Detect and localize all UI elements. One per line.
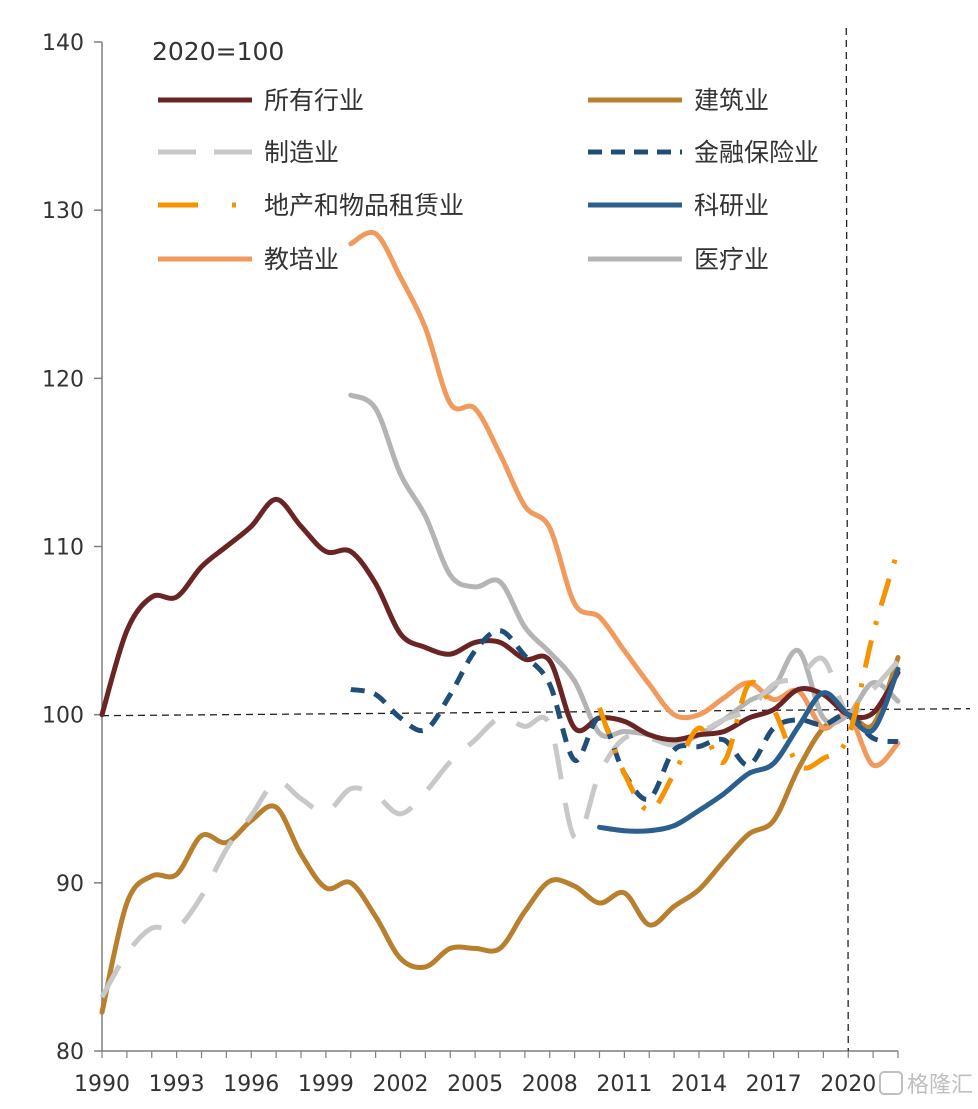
y-tick-label: 120 (42, 367, 84, 392)
series-line-2 (99, 655, 901, 1015)
x-tick-label: 1996 (223, 1072, 279, 1097)
series-lines (99, 229, 901, 1015)
legend-label: 科研业 (694, 191, 769, 220)
x-tick-label: 2020 (820, 1072, 876, 1097)
legend-item-2: 建筑业 (588, 86, 769, 115)
base-year-note: 2020=100 (152, 37, 284, 66)
watermark: 格隆汇 (879, 1071, 973, 1098)
y-tick-label: 90 (56, 872, 84, 897)
legend-item-7: 教培业 (158, 245, 339, 274)
legend-item-3: 制造业 (158, 138, 339, 167)
series-line-1 (99, 496, 901, 743)
y-tick-label: 130 (42, 199, 84, 224)
series-line-3 (99, 655, 900, 999)
series-line-7 (348, 229, 901, 769)
y-tick-label: 110 (42, 536, 84, 561)
watermark-logo-icon (879, 1071, 903, 1095)
y-tick-label: 140 (42, 31, 84, 56)
legend-label: 所有行业 (264, 86, 364, 115)
watermark-text: 格隆汇 (907, 1073, 973, 1098)
x-tick-label: 2017 (746, 1072, 802, 1097)
y-tick-label: 80 (56, 1040, 84, 1065)
legend-item-4: 金融保险业 (588, 138, 819, 167)
x-tick-label: 2005 (447, 1072, 503, 1097)
x-tick-label: 2011 (596, 1072, 652, 1097)
x-tick-label: 2002 (373, 1072, 429, 1097)
legend-item-1: 所有行业 (158, 86, 364, 115)
y-tick-label: 100 (42, 704, 84, 729)
legend-label: 地产和物品租赁业 (264, 191, 464, 220)
legend-label: 建筑业 (694, 86, 769, 115)
legend-item-8: 医疗业 (588, 245, 769, 274)
x-tick-label: 1990 (74, 1072, 130, 1097)
x-tick-label: 1993 (149, 1072, 205, 1097)
series-line-5 (597, 549, 901, 813)
legend-item-6: 科研业 (588, 191, 769, 220)
x-tick-label: 2014 (671, 1072, 727, 1097)
reference-line-100 (101, 708, 971, 717)
series-line-4 (350, 628, 899, 802)
x-tick-label: 2008 (522, 1072, 578, 1097)
x-tick-label: 1999 (298, 1072, 354, 1097)
reference-line-2020 (845, 27, 849, 1052)
legend-label: 医疗业 (694, 245, 769, 274)
series-line-6 (597, 666, 901, 834)
legend-label: 制造业 (264, 138, 339, 167)
axes: 80 90 100 110 120 130 140 1990 1993 1996 1999 2002 2… (42, 27, 971, 1097)
legend-label: 教培业 (264, 245, 339, 274)
legend-label: 金融保险业 (694, 138, 819, 167)
legend-item-5: 地产和物品租赁业 (158, 191, 464, 220)
